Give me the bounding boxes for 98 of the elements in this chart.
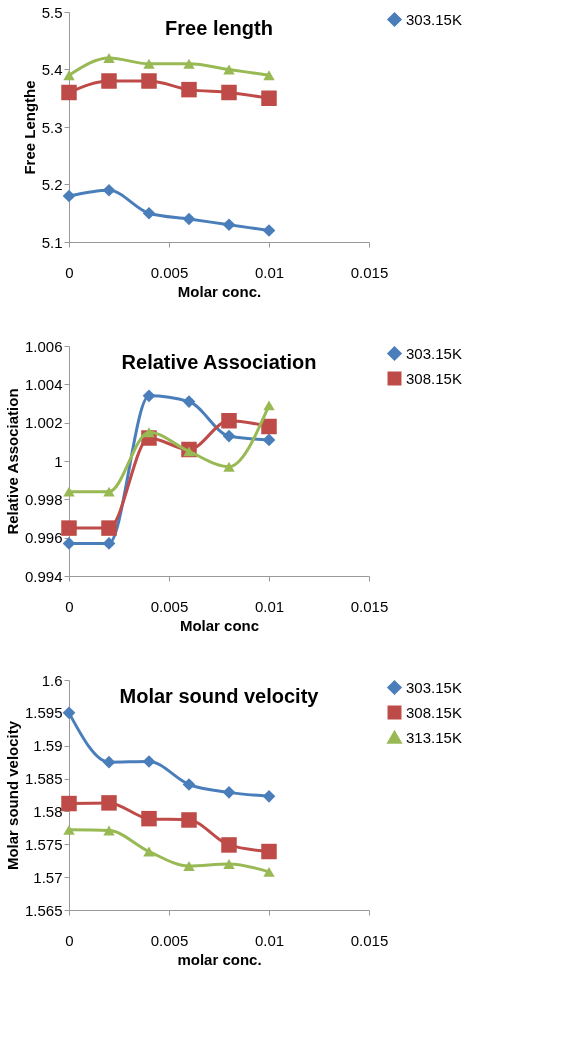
y-tick-label: 1.585 <box>24 770 63 788</box>
y-axis-title: Molar sound velocity <box>3 720 21 871</box>
legend-label: 303.15K <box>406 10 462 28</box>
point <box>181 81 197 98</box>
point <box>61 84 77 101</box>
y-tick-label: 5.3 <box>41 118 63 136</box>
point <box>103 53 115 63</box>
x-tick-label: 0 <box>65 263 74 281</box>
point <box>223 64 235 75</box>
x-tick-label: 0.005 <box>150 931 189 949</box>
point <box>142 389 156 403</box>
point <box>63 70 75 81</box>
point <box>142 755 156 768</box>
point <box>262 224 276 237</box>
x-tick-label: 0.01 <box>254 597 285 615</box>
point <box>103 825 115 836</box>
point <box>261 843 277 860</box>
chart-title: Molar sound velocity <box>119 685 320 707</box>
point <box>143 427 155 438</box>
point <box>181 812 197 828</box>
y-tick-label: 5.5 <box>41 3 63 21</box>
point <box>141 810 157 827</box>
y-tick-label: 0.996 <box>24 529 63 547</box>
y-tick-label: 1.004 <box>24 375 63 393</box>
point <box>61 520 77 536</box>
y-tick-label: 1.575 <box>24 835 63 853</box>
y-tick-label: 1.6 <box>41 671 63 689</box>
legend-label: 313.15K <box>406 728 462 746</box>
point <box>263 866 275 877</box>
point <box>261 418 277 435</box>
point <box>141 73 157 89</box>
y-tick-label: 0.998 <box>24 490 63 508</box>
x-tick-label: 0.015 <box>350 263 389 281</box>
legend-label: 303.15K <box>406 344 462 362</box>
point <box>183 58 195 69</box>
point <box>222 218 236 232</box>
point <box>61 795 77 812</box>
point <box>62 189 76 203</box>
x-axis-title: molar conc. <box>177 950 262 968</box>
point <box>221 837 237 853</box>
point <box>263 400 275 411</box>
point <box>262 433 276 447</box>
point <box>143 58 155 69</box>
x-tick-label: 0 <box>65 597 74 615</box>
y-tick-label: 1.565 <box>24 901 63 919</box>
point <box>223 859 235 869</box>
x-axis-title: Molar conc. <box>177 282 262 300</box>
point <box>221 84 237 101</box>
x-tick-label: 0.01 <box>254 263 285 281</box>
y-axis-title: Relative Association <box>3 388 21 535</box>
y-tick-label: 1.002 <box>24 414 63 432</box>
point <box>101 520 117 536</box>
y-tick-label: 1.57 <box>33 868 63 886</box>
x-tick-label: 0.015 <box>350 597 389 615</box>
point <box>263 70 275 81</box>
point <box>222 786 236 799</box>
point <box>182 212 196 226</box>
x-tick-label: 0.01 <box>254 931 285 949</box>
point <box>102 537 116 550</box>
point <box>143 846 155 857</box>
point <box>63 824 75 835</box>
y-tick-label: 1 <box>54 452 63 470</box>
point <box>101 795 117 811</box>
point <box>103 486 115 497</box>
point <box>183 861 195 871</box>
y-tick-label: 1.006 <box>24 337 63 355</box>
point <box>262 789 276 803</box>
y-tick-label: 5.1 <box>41 233 63 251</box>
legend-label: 308.15K <box>406 369 462 387</box>
point <box>102 183 116 197</box>
point <box>101 73 117 89</box>
point <box>62 537 76 550</box>
point <box>221 413 237 429</box>
legend-label: 303.15K <box>406 678 462 696</box>
y-tick-label: 1.58 <box>33 802 63 820</box>
point <box>142 206 156 220</box>
point <box>102 755 116 769</box>
chart-title: Free length <box>165 17 273 39</box>
point <box>261 90 277 106</box>
point <box>223 461 235 472</box>
y-tick-label: 5.2 <box>41 176 63 193</box>
chart-title: Relative Association <box>121 351 317 373</box>
x-tick-label: 0.015 <box>350 931 389 949</box>
y-tick-label: 1.595 <box>24 704 63 722</box>
x-tick-label: 0.005 <box>150 263 189 281</box>
x-axis-title: Molar conc <box>179 616 260 634</box>
y-tick-label: 0.994 <box>24 567 63 585</box>
point <box>182 778 196 791</box>
x-tick-label: 0.005 <box>150 597 189 615</box>
point <box>63 486 75 497</box>
legend-label: 308.15K <box>406 703 462 721</box>
y-tick-label: 5.4 <box>41 61 63 78</box>
point <box>62 706 76 720</box>
y-axis-title: Free Lengthe <box>20 80 38 175</box>
y-tick-label: 1.59 <box>33 737 63 755</box>
point <box>222 429 236 443</box>
point <box>182 395 196 408</box>
x-tick-label: 0 <box>65 931 74 949</box>
